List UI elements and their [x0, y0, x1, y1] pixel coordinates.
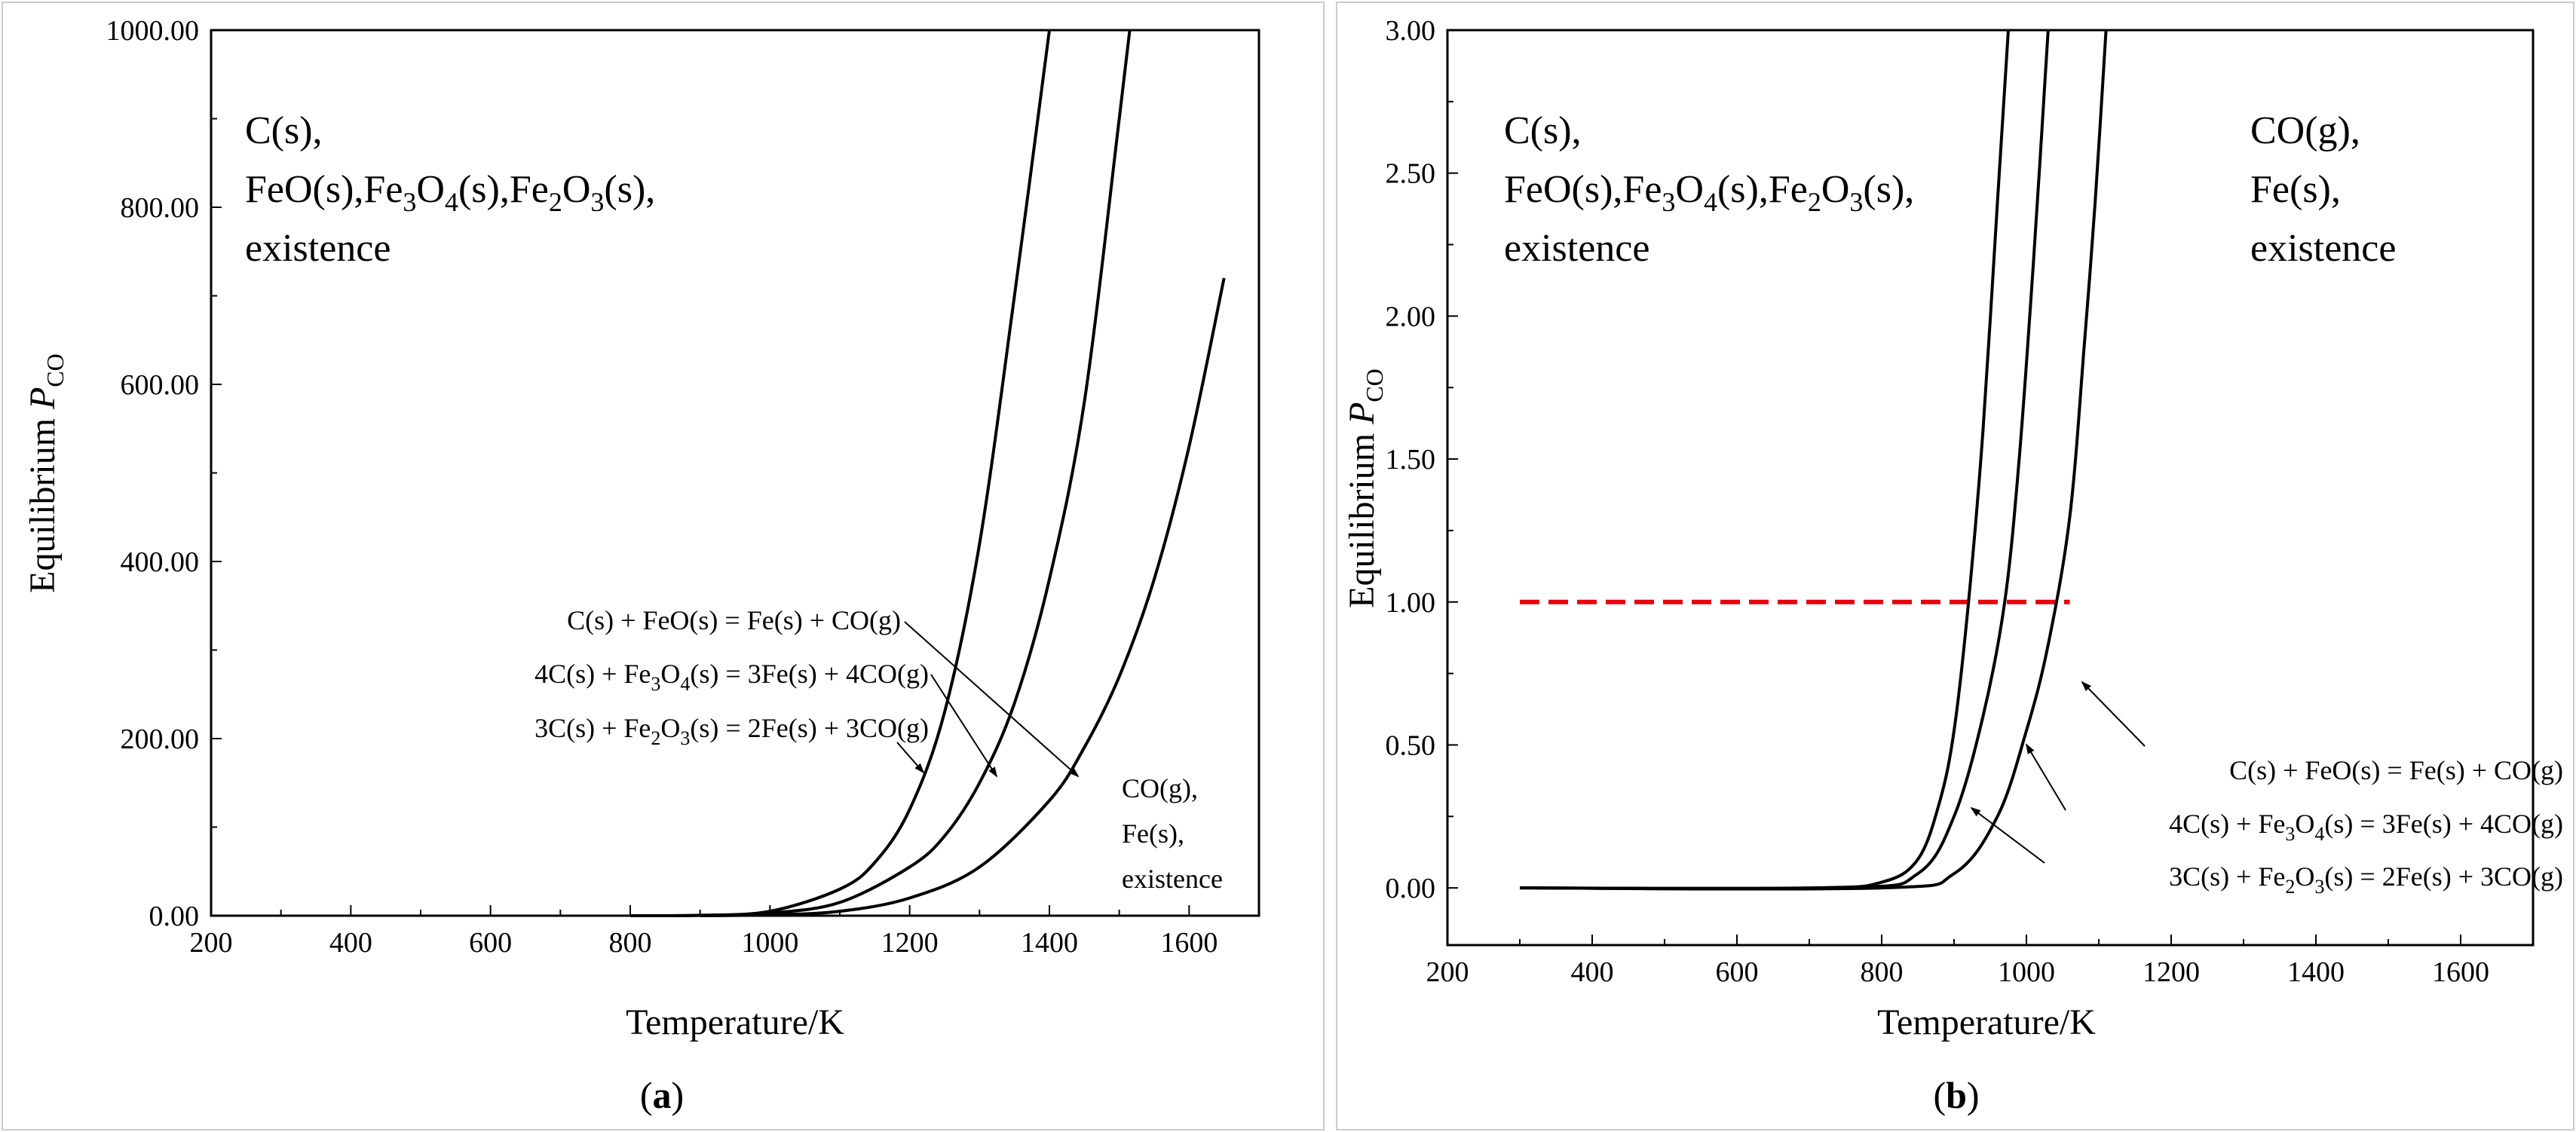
equation-fe2o3-b: 3C(s) + Fe2O3(s) = 2Fe(s) + 3CO(g) — [2169, 861, 2563, 898]
x-tick-label: 1200 — [2143, 956, 2200, 988]
series-b — [1519, 29, 2108, 891]
y-axis-title-a: Equilibrium PCO — [23, 353, 69, 593]
x-tick-label: 1400 — [1021, 927, 1078, 959]
panel-b: 200 400 600 800 1000 1200 1400 1600 0.00 0.50 1.00… — [1342, 15, 2563, 1116]
leader-line-fe2o3-a — [896, 742, 925, 774]
series-line-3 — [1519, 29, 2108, 891]
x-tick-label: 800 — [609, 927, 652, 959]
equation-feo-b: C(s) + FeO(s) = Fe(s) + CO(g) — [2229, 755, 2563, 785]
region-low-label-a: C(s), FeO(s),Fe3O4(s),Fe2O3(s), existenc… — [245, 109, 665, 270]
y-tick-label: 0.50 — [1386, 730, 1436, 761]
x-tick-label: 1000 — [741, 927, 798, 959]
x-axis-title-b: Temperature/K — [1877, 1002, 2096, 1042]
x-tick-label: 1600 — [2432, 956, 2489, 988]
series-line-1 — [629, 29, 1051, 918]
panel-a: 200 400 600 800 1000 1200 1400 1600 0.00 200.00 40… — [23, 15, 1260, 1116]
equation-feo-a: C(s) + FeO(s) = Fe(s) + CO(g) — [567, 605, 901, 635]
panel-b-frame — [1336, 2, 2574, 1130]
x-tick-label: 800 — [1861, 956, 1904, 988]
leader-line-fe3o4-a — [930, 674, 998, 778]
x-axis-title-a: Temperature/K — [626, 1002, 844, 1042]
y-tick-label: 1.00 — [1386, 587, 1436, 619]
series-line-3 — [700, 277, 1226, 917]
y-tick-label: 200.00 — [121, 724, 200, 755]
y-tick-label: 1.50 — [1386, 444, 1436, 476]
ticks-b: 200 400 600 800 1000 1200 1400 1600 0.00 0.50 1.00… — [1386, 15, 2490, 988]
series-line-1 — [1519, 29, 2010, 890]
ticks-a: 200 400 600 800 1000 1200 1400 1600 0.00 200.00 40… — [106, 15, 1218, 959]
region-low-label-b: C(s), FeO(s),Fe3O4(s),Fe2O3(s), existenc… — [1504, 109, 1924, 270]
x-tick-label: 1000 — [1998, 956, 2055, 988]
panel-a-frame — [2, 2, 1325, 1130]
caption-b: (b) — [1933, 1074, 1979, 1116]
y-tick-label: 0.00 — [1386, 873, 1436, 904]
y-tick-label: 600.00 — [121, 369, 200, 401]
leader-line-feo-a — [904, 621, 1080, 778]
equation-fe3o4-b: 4C(s) + Fe3O4(s) = 3Fe(s) + 4CO(g) — [2169, 809, 2563, 845]
caption-a: (a) — [640, 1074, 684, 1116]
x-tick-label: 1400 — [2287, 956, 2345, 988]
series-line-2 — [629, 29, 1132, 918]
leader-line-feo-b — [2081, 681, 2146, 747]
x-tick-label: 1600 — [1160, 927, 1218, 959]
y-tick-label: 400.00 — [121, 546, 200, 578]
x-tick-label: 600 — [469, 927, 512, 959]
leader-line-fe2o3-b — [1970, 806, 2045, 864]
y-tick-label: 2.00 — [1386, 301, 1436, 332]
plot-area-a — [210, 29, 1260, 917]
x-tick-label: 200 — [190, 927, 233, 959]
y-tick-label: 3.00 — [1386, 15, 1436, 47]
region-high-label-a: CO(g), Fe(s), existence — [1122, 773, 1223, 894]
equation-fe2o3-a: 3C(s) + Fe2O3(s) = 2Fe(s) + 3CO(g) — [534, 713, 929, 749]
y-axis-title-b: Equilibrium PCO — [1342, 369, 1388, 608]
series-line-2 — [1519, 29, 2050, 891]
x-tick-label: 400 — [329, 927, 372, 959]
y-tick-label: 2.50 — [1386, 158, 1436, 190]
x-tick-label: 600 — [1716, 956, 1759, 988]
x-tick-label: 400 — [1571, 956, 1614, 988]
region-high-label-b: CO(g), Fe(s), existence — [2250, 109, 2396, 270]
leader-line-fe3o4-b — [2025, 743, 2066, 811]
y-tick-label: 1000.00 — [106, 15, 200, 47]
y-tick-label: 800.00 — [121, 192, 200, 224]
plot-area-b — [1446, 29, 2535, 947]
equation-fe3o4-a: 4C(s) + Fe3O4(s) = 3Fe(s) + 4CO(g) — [534, 659, 929, 695]
x-tick-label: 1200 — [881, 927, 939, 959]
x-tick-label: 200 — [1426, 956, 1469, 988]
series-a — [629, 29, 1226, 918]
y-tick-label: 0.00 — [149, 901, 200, 932]
